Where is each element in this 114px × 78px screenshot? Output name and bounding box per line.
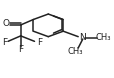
Text: F: F <box>37 38 42 47</box>
Text: O: O <box>3 19 10 28</box>
Text: F: F <box>2 38 7 47</box>
Text: CH₃: CH₃ <box>67 47 82 56</box>
Text: CH₃: CH₃ <box>94 33 110 42</box>
Text: N: N <box>79 33 85 42</box>
Text: F: F <box>18 45 23 54</box>
